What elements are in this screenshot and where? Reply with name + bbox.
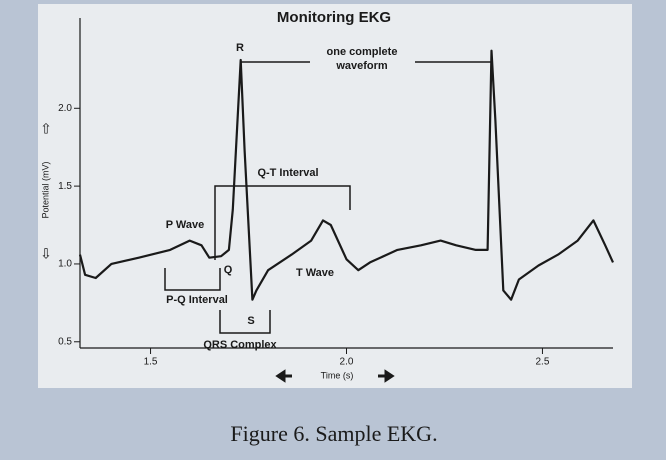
caption: Figure 6. Sample EKG. — [230, 421, 437, 446]
annotation: P Wave — [166, 219, 205, 231]
y-axis-label: Potential (mV) — [40, 161, 50, 218]
annotation: R — [236, 42, 244, 54]
chart-title: Monitoring EKG — [277, 9, 391, 26]
annotation: Q-T Interval — [257, 167, 318, 179]
arrow-up: ⇧ — [40, 121, 52, 137]
x-tick-label: 1.5 — [144, 357, 158, 368]
annotation: one complete — [327, 46, 398, 58]
arrow-left — [275, 369, 292, 383]
chart-panel — [38, 4, 632, 388]
annotation: Q — [224, 264, 233, 276]
annotation: T Wave — [296, 267, 334, 279]
y-tick-label: 1.5 — [58, 181, 72, 192]
x-tick-label: 2.0 — [340, 357, 354, 368]
qt-bracket — [214, 185, 351, 260]
y-tick-label: 1.0 — [58, 259, 72, 270]
qrs-bracket — [219, 310, 271, 334]
x-axis-label: Time (s) — [321, 370, 354, 380]
annotation: waveform — [335, 60, 388, 72]
annotation: QRS Complex — [203, 339, 277, 351]
arrow-down: ⇩ — [40, 246, 52, 262]
y-tick-label: 2.0 — [58, 103, 72, 114]
arrow-right — [378, 369, 395, 383]
annotation: S — [247, 315, 254, 327]
ekg-line — [78, 49, 615, 301]
y-tick-label: 0.5 — [58, 336, 72, 347]
annotation: P-Q Interval — [166, 294, 228, 306]
x-tick-label: 2.5 — [536, 357, 550, 368]
pq-bracket — [164, 268, 221, 291]
brackets — [164, 61, 492, 334]
